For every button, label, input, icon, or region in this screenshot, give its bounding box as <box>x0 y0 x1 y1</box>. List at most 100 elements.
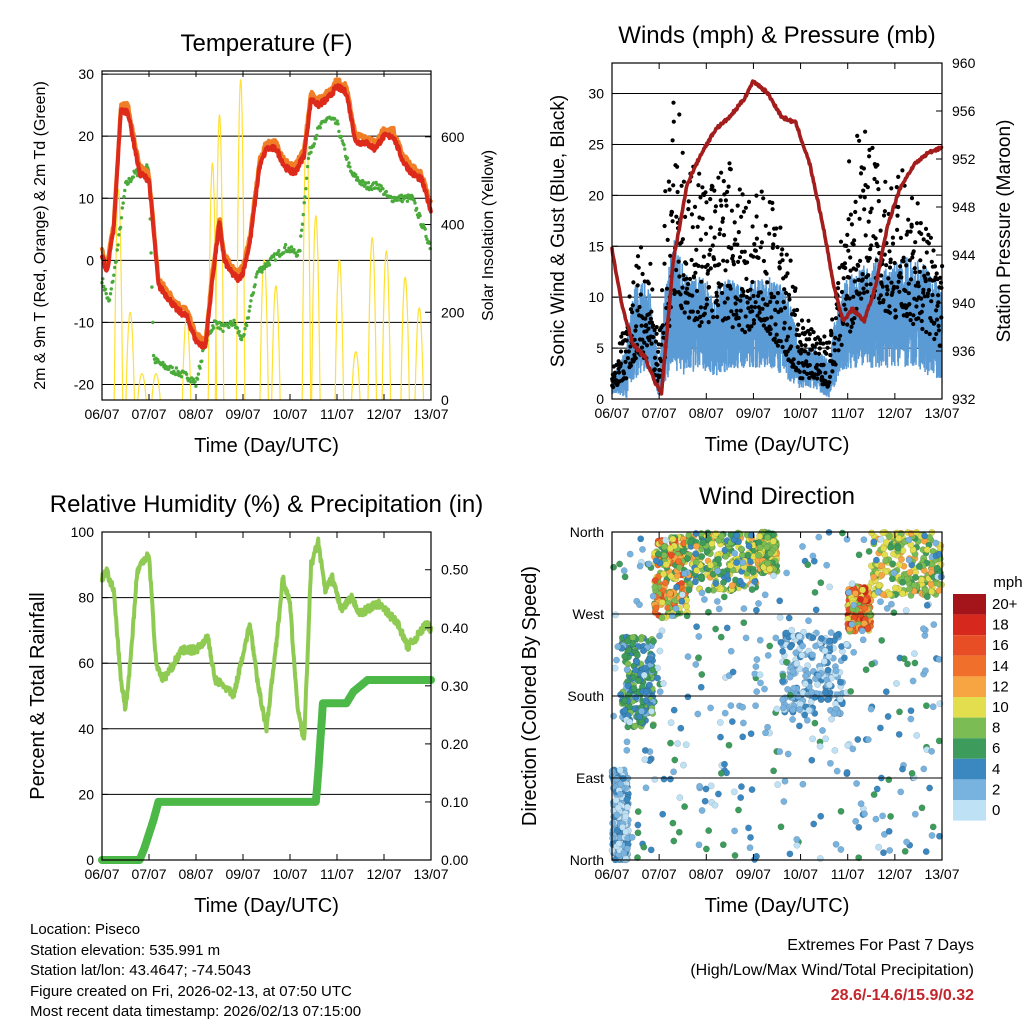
direction-point <box>789 667 797 675</box>
dewpoint-point <box>299 234 303 238</box>
y-tick-label: 0 <box>86 852 94 868</box>
direction-point <box>641 756 649 763</box>
gust-point <box>807 375 812 381</box>
dewpoint-point <box>179 375 184 379</box>
direction-point <box>634 829 642 837</box>
gust-point <box>724 203 729 208</box>
gust-point <box>841 321 846 326</box>
gust-point <box>813 350 818 356</box>
gust-point <box>772 232 777 238</box>
gust-point <box>711 315 716 320</box>
gust-point <box>926 232 931 237</box>
gust-point <box>714 298 720 303</box>
direction-point <box>897 788 905 796</box>
direction-point <box>923 546 931 554</box>
direction-point <box>837 678 844 686</box>
dewpoint-point <box>336 122 340 126</box>
gust-point <box>751 321 757 326</box>
direction-point <box>752 663 760 670</box>
gust-point <box>784 252 789 257</box>
direction-point <box>630 685 638 692</box>
gust-point <box>780 258 785 263</box>
dewpoint-point <box>260 270 264 274</box>
direction-point <box>668 612 676 620</box>
gust-point <box>908 277 914 282</box>
direction-point <box>832 840 840 848</box>
direction-point <box>623 666 631 673</box>
direction-point <box>751 578 759 585</box>
direction-point <box>632 693 640 701</box>
gust-point <box>898 271 903 276</box>
gust-point <box>670 219 675 224</box>
gust-point <box>769 315 774 320</box>
direction-point <box>740 719 747 727</box>
direction-point <box>641 664 649 672</box>
gust-point <box>848 255 853 260</box>
dewpoint-point <box>243 327 247 331</box>
gust-point <box>684 286 690 291</box>
dewpoint-point <box>123 188 127 193</box>
gust-point <box>676 259 681 264</box>
gust-point <box>721 179 726 184</box>
direction-point <box>889 560 897 568</box>
direction-point <box>901 847 909 855</box>
gust-point <box>687 276 693 282</box>
gust-point <box>718 198 723 203</box>
gust-point <box>640 271 645 277</box>
gust-point <box>814 341 819 346</box>
gust-point <box>686 315 692 320</box>
dewpoint-point <box>122 195 126 199</box>
gust-point <box>671 119 676 124</box>
gust-point <box>769 291 774 296</box>
gust-point <box>743 314 748 319</box>
dewpoint-point <box>112 273 116 277</box>
gust-point <box>895 285 900 290</box>
direction-point <box>821 658 828 665</box>
direction-point <box>815 672 822 679</box>
gust-point <box>914 304 919 309</box>
gust-point <box>864 282 869 287</box>
direction-point <box>707 704 714 712</box>
gust-point <box>927 331 932 337</box>
gust-point <box>704 297 710 302</box>
gust-point <box>729 309 734 314</box>
dewpoint-point <box>273 258 278 262</box>
gust-point <box>821 362 826 367</box>
y-tick-label: 15 <box>588 238 604 254</box>
gust-point <box>695 317 700 322</box>
gust-point <box>811 330 816 335</box>
direction-point <box>727 562 734 569</box>
gust-point <box>779 252 784 257</box>
gust-point <box>842 302 847 307</box>
y-tick-label: -20 <box>74 376 94 392</box>
gust-point <box>710 184 715 189</box>
direction-point <box>799 780 807 788</box>
y-axis-label-humidity: Percent & Total Rainfall <box>27 592 49 800</box>
gust-point <box>795 345 800 350</box>
gust-point <box>835 286 841 291</box>
gust-point <box>628 344 633 349</box>
dewpoint-point <box>309 150 313 154</box>
gust-point <box>856 277 861 282</box>
direction-point <box>776 748 784 755</box>
gust-point <box>717 262 722 267</box>
gust-point <box>850 321 856 326</box>
gust-point <box>767 231 772 236</box>
gust-point <box>684 261 689 266</box>
direction-point <box>621 706 629 714</box>
gust-point <box>763 223 768 228</box>
direction-point <box>809 651 816 659</box>
direction-point <box>692 550 700 558</box>
direction-point <box>845 589 853 596</box>
direction-point <box>683 603 691 610</box>
gust-point <box>844 293 850 298</box>
gust-point <box>904 311 910 317</box>
gust-point <box>851 294 856 299</box>
gust-point <box>833 316 839 321</box>
gust-point <box>740 192 745 197</box>
x-tick-label: 13/07 <box>413 866 448 882</box>
gust-point <box>806 318 811 323</box>
gust-point <box>723 268 728 273</box>
gust-point <box>796 322 801 327</box>
direction-point <box>786 643 794 651</box>
